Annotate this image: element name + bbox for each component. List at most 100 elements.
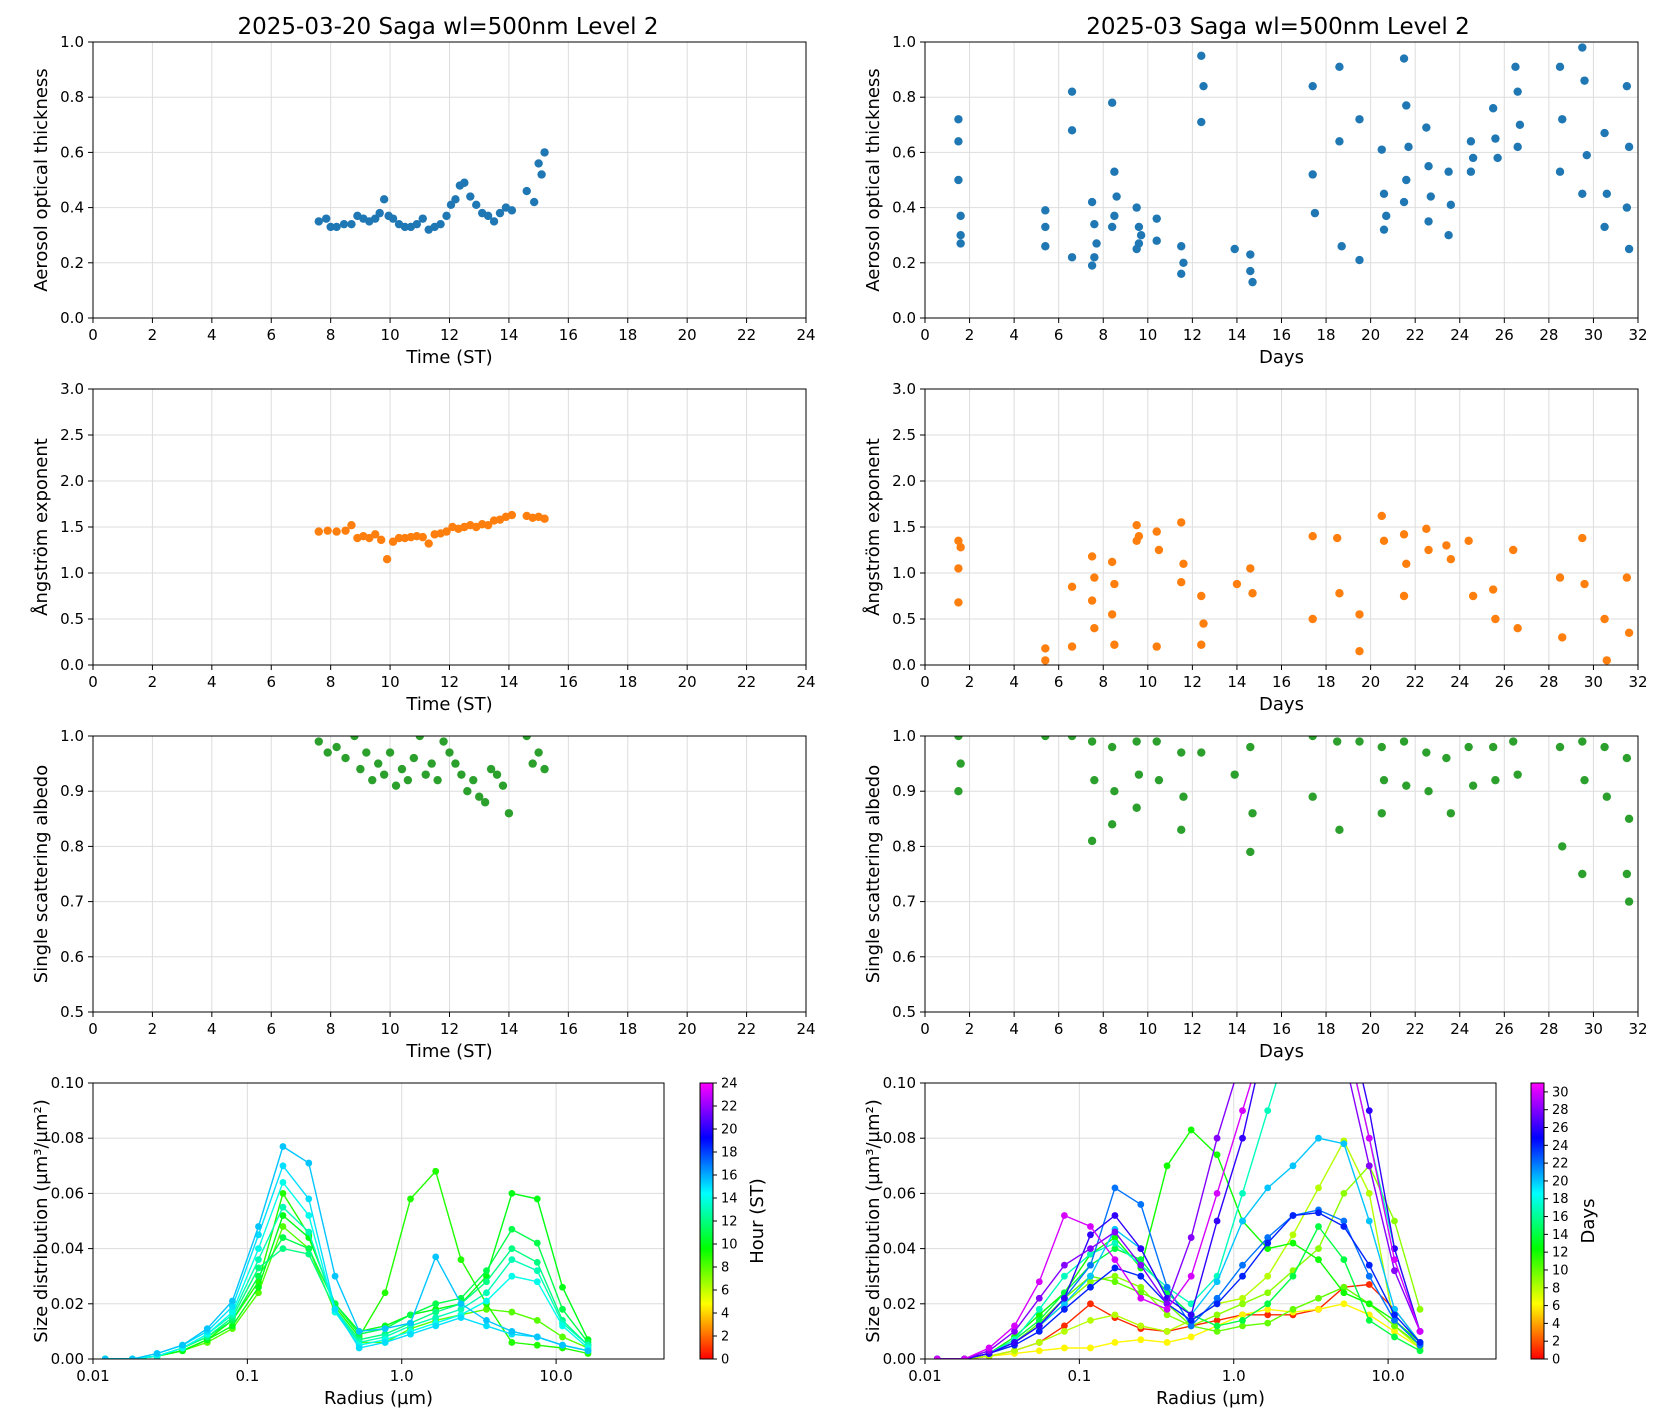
monthly-ssa-xtick-label: 8: [1098, 1020, 1108, 1038]
monthly-size-distribution-series-point: [1111, 1339, 1119, 1346]
daily-ssa-point: [463, 787, 472, 796]
monthly-ssa-xtick-label: 28: [1539, 1020, 1558, 1038]
monthly-size-distribution-series-point: [1239, 1322, 1246, 1330]
monthly-aot-point: [1602, 189, 1612, 198]
monthly-aot-point: [1402, 101, 1411, 110]
monthly-size-distribution-series-point: [1289, 1239, 1297, 1247]
monthly-size-distribution-series-point: [1289, 1305, 1297, 1313]
daily-ssa-point: [374, 759, 383, 768]
monthly-ssa-point: [1622, 869, 1632, 879]
monthly-size-distribution-series-point: [1264, 1305, 1272, 1313]
daily-ssa-point: [314, 737, 323, 746]
monthly-aot-point: [1087, 197, 1097, 207]
monthly-size-distribution-series-point: [1087, 1245, 1094, 1252]
daily-ssa-xtick-label: 24: [796, 1020, 815, 1038]
monthly-aot-xtick-label: 20: [1361, 326, 1380, 344]
daily-size-distribution-series-point: [533, 1341, 541, 1349]
monthly-size-distribution-xtick-label: 1.0: [1222, 1367, 1246, 1385]
monthly-size-distribution-series-point: [1391, 1316, 1398, 1324]
monthly-aot-point: [1246, 266, 1255, 276]
monthly-size-distribution-series-point: [1315, 969, 1322, 976]
monthly-aot-point: [1197, 51, 1206, 60]
daily-size-distribution-series-point: [432, 1167, 440, 1175]
daily-aot-point: [314, 217, 323, 226]
monthly-size-distribution-colorbar-tick-label: 20: [1552, 1174, 1569, 1189]
daily-size-distribution-colorbar-tick-label: 16: [721, 1169, 738, 1184]
daily-size-distribution-series-point: [331, 1272, 339, 1280]
daily-angstrom-marks: [314, 510, 549, 564]
monthly-size-distribution-series-point: [1289, 1272, 1297, 1280]
monthly-ssa-point: [954, 736, 963, 741]
monthly-size-distribution-series-point: [1187, 1322, 1195, 1330]
monthly-angstrom-point: [1308, 614, 1317, 624]
monthly-size-distribution-series-point: [1035, 1322, 1043, 1330]
monthly-size-distribution-series-point: [1340, 1256, 1348, 1264]
monthly-ssa-point: [1134, 770, 1144, 779]
monthly-size-distribution-series-point: [1239, 1107, 1246, 1114]
monthly-size-distribution-series-line: [937, 1083, 1421, 1359]
monthly-ssa-point: [1152, 737, 1161, 746]
daily-aot-xtick-label: 24: [796, 326, 815, 344]
monthly-size-distribution-series-point: [1061, 1294, 1068, 1302]
daily-ssa-point: [492, 770, 502, 779]
monthly-aot-point: [1355, 115, 1364, 124]
daily-aot-point: [472, 200, 481, 210]
daily-size-distribution-series-point: [483, 1322, 490, 1330]
monthly-size-distribution-series-point: [1137, 1336, 1145, 1344]
monthly-size-distribution-series-point: [1315, 1134, 1322, 1142]
monthly-angstrom-xtick-label: 24: [1450, 673, 1469, 691]
monthly-size-distribution-series-point: [1187, 1311, 1195, 1319]
daily-aot-point: [522, 186, 531, 196]
monthly-aot-point: [1622, 203, 1632, 212]
monthly-size-distribution-series-point: [1011, 1339, 1018, 1346]
monthly-size-distribution-series-point: [1391, 1217, 1398, 1225]
monthly-angstrom-point: [954, 536, 963, 545]
daily-size-distribution-series-point: [255, 1283, 262, 1291]
daily-size-distribution-series-point: [279, 1234, 287, 1241]
daily-aot-point: [507, 206, 517, 215]
monthly-angstrom-point: [1464, 536, 1473, 545]
monthly-size-distribution-series-point: [1340, 1190, 1348, 1197]
daily-size-distribution-ytick-label: 0.10: [51, 1074, 84, 1092]
daily-aot-point: [436, 219, 445, 229]
monthly-aot-point: [1152, 214, 1161, 223]
monthly-aot-point: [1110, 211, 1119, 221]
daily-angstrom-point: [424, 539, 433, 548]
monthly-size-distribution-series-line: [937, 1083, 1421, 1359]
daily-size-distribution-colorbar-tick-label: 0: [721, 1353, 729, 1368]
monthly-ssa-point: [1248, 809, 1257, 818]
daily-ssa-point: [504, 809, 514, 818]
monthly-size-distribution-series-point: [1163, 1305, 1171, 1313]
monthly-size-distribution-xtick-label: 0.01: [908, 1367, 941, 1385]
monthly-aot-point: [1067, 126, 1077, 135]
monthly-size-distribution-series-point: [1187, 1234, 1195, 1241]
daily-ssa-frame: [92, 735, 807, 1013]
daily-size-distribution-series-point: [483, 1289, 490, 1297]
monthly-aot-point: [1041, 206, 1050, 215]
monthly-aot-xtick-label: 18: [1317, 326, 1336, 344]
daily-angstrom-point: [418, 532, 427, 542]
monthly-size-distribution-xlabel: Radius (µm): [1156, 1388, 1265, 1409]
daily-ssa-point: [391, 781, 401, 790]
monthly-ssa-point: [1513, 770, 1522, 779]
monthly-aot-xtick-label: 4: [1009, 326, 1019, 344]
monthly-size-distribution-series-point: [1239, 1272, 1246, 1280]
monthly-angstrom-point: [954, 564, 963, 573]
daily-size-distribution-series-point: [407, 1330, 414, 1338]
monthly-aot-point: [1308, 170, 1317, 179]
monthly-size-distribution-series-point: [1290, 942, 1297, 949]
monthly-size-distribution-series-point: [1163, 1311, 1171, 1319]
monthly-angstrom-frame: [924, 388, 1639, 666]
monthly-size-distribution-colorbar: [1530, 1082, 1545, 1360]
monthly-aot-point: [1491, 134, 1500, 143]
daily-angstrom-xtick-label: 10: [381, 673, 400, 691]
daily-size-distribution-series-point: [559, 1305, 566, 1313]
daily-size-distribution-series-point: [129, 1355, 136, 1359]
daily-aot-xlabel: Time (ST): [405, 347, 492, 368]
daily-size-distribution-series-line: [105, 1192, 589, 1359]
monthly-size-distribution-series-point: [1087, 1283, 1094, 1291]
daily-size-distribution-series-point: [407, 1195, 414, 1203]
monthly-aot-point: [1132, 203, 1141, 212]
daily-size-distribution-ytick-label: 0.02: [51, 1295, 84, 1313]
daily-aot-point: [388, 214, 398, 223]
